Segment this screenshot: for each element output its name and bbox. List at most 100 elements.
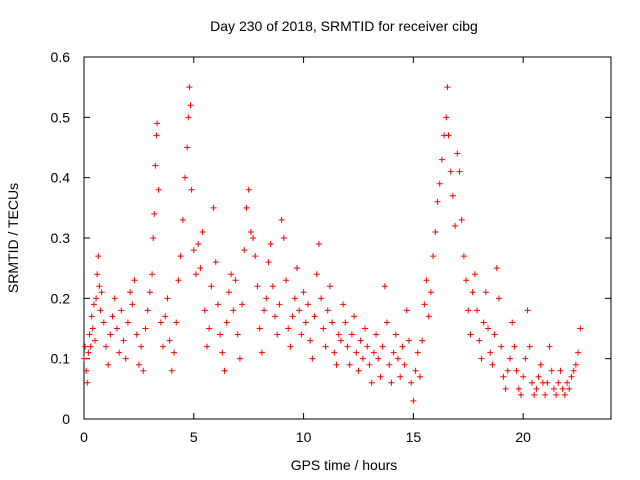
data-point (186, 84, 193, 91)
data-point (318, 295, 325, 302)
data-point (364, 343, 371, 350)
data-point (153, 132, 160, 139)
data-point (131, 277, 138, 284)
data-point (502, 385, 509, 392)
data-point (515, 385, 522, 392)
data-point (98, 289, 105, 296)
data-point (335, 331, 342, 338)
data-point (568, 373, 575, 380)
data-point (331, 349, 338, 356)
data-point (184, 144, 191, 151)
data-point (443, 114, 450, 121)
data-point (359, 355, 366, 362)
data-point (81, 355, 87, 362)
data-point (555, 379, 562, 386)
data-point (570, 367, 577, 374)
data-point (120, 337, 127, 344)
data-point (517, 391, 524, 398)
data-point (188, 186, 195, 193)
data-point (506, 355, 513, 362)
data-point (225, 289, 232, 296)
x-tick-label: 5 (190, 429, 198, 445)
data-point (102, 343, 109, 350)
data-point (566, 385, 573, 392)
data-point (89, 325, 96, 332)
data-point (285, 325, 292, 332)
data-point (187, 102, 194, 109)
data-point (291, 295, 298, 302)
data-point (162, 313, 169, 320)
data-point (313, 271, 320, 278)
data-point (326, 283, 333, 290)
data-point (84, 379, 91, 386)
data-series (81, 84, 584, 404)
data-point (155, 186, 162, 193)
data-point (342, 319, 349, 326)
data-point (298, 331, 305, 338)
data-point (243, 204, 250, 211)
data-point (449, 192, 456, 199)
data-point (311, 313, 318, 320)
data-point (129, 301, 136, 308)
data-point (160, 343, 167, 350)
data-point (454, 150, 461, 157)
data-point (370, 349, 377, 356)
data-point (480, 319, 487, 326)
data-point (405, 337, 412, 344)
x-axis: 0 5 10 15 20 (80, 57, 531, 445)
data-point (83, 367, 90, 374)
data-point (146, 289, 153, 296)
data-point (149, 271, 156, 278)
data-point (412, 367, 419, 374)
data-point (171, 349, 178, 356)
data-point (140, 367, 147, 374)
data-point (236, 355, 243, 362)
data-point (214, 301, 221, 308)
data-point (173, 319, 180, 326)
x-tick-label: 0 (80, 429, 88, 445)
data-point (504, 367, 511, 374)
data-point (135, 361, 142, 368)
data-point (572, 361, 579, 368)
data-point (427, 289, 434, 296)
data-point (309, 355, 316, 362)
data-point (559, 385, 566, 392)
data-point (157, 319, 164, 326)
data-point (206, 325, 213, 332)
data-point (234, 331, 241, 338)
data-point (467, 331, 474, 338)
data-point (95, 253, 102, 260)
data-point (344, 343, 351, 350)
data-point (219, 349, 226, 356)
y-tick-label: 0.5 (51, 109, 71, 125)
data-point (333, 361, 340, 368)
data-point (491, 331, 498, 338)
data-point (195, 241, 202, 248)
data-point (304, 301, 311, 308)
data-point (553, 391, 560, 398)
data-point (185, 114, 192, 121)
data-point (498, 343, 505, 350)
x-axis-label: GPS time / hours (291, 457, 398, 473)
data-point (87, 343, 94, 350)
data-point (533, 385, 540, 392)
data-point (357, 337, 364, 344)
data-point (381, 283, 388, 290)
data-point (482, 289, 489, 296)
data-point (300, 289, 307, 296)
data-point (509, 319, 516, 326)
data-point (293, 265, 300, 272)
data-point (452, 222, 459, 229)
data-point (272, 313, 279, 320)
data-point (535, 373, 542, 380)
data-point (212, 259, 219, 266)
data-point (373, 331, 380, 338)
data-point (96, 283, 103, 290)
data-point (444, 84, 451, 91)
data-point (91, 337, 98, 344)
data-point (287, 343, 294, 350)
y-axis-label: SRMTID / TECUs (5, 183, 21, 293)
data-point (203, 343, 210, 350)
data-point (496, 295, 503, 302)
